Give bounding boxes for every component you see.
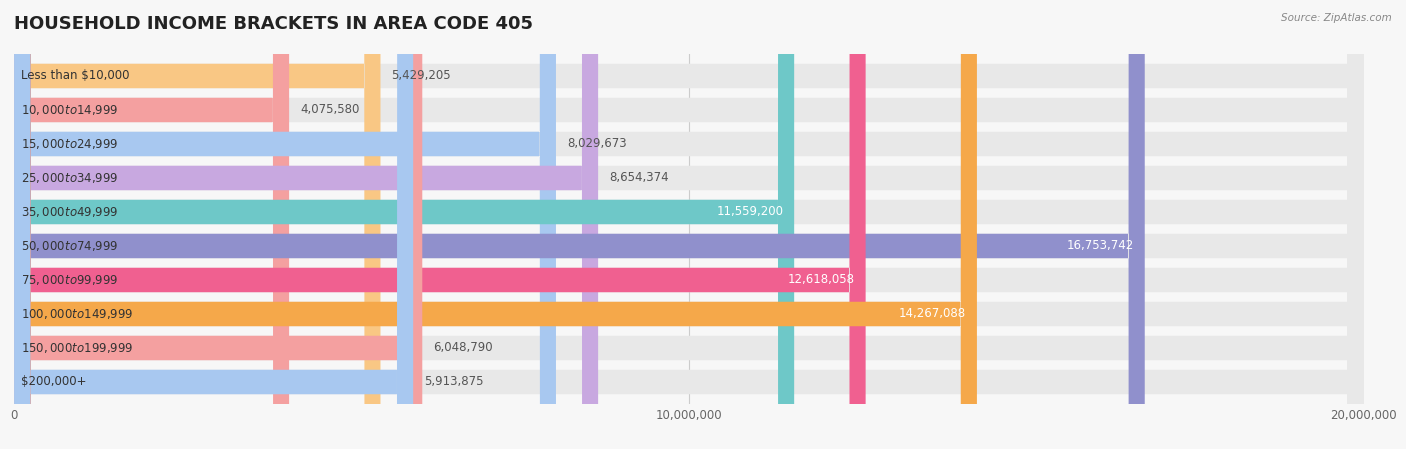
Text: 14,267,088: 14,267,088 [898,308,966,321]
FancyBboxPatch shape [14,0,1364,449]
FancyBboxPatch shape [14,0,1364,449]
FancyBboxPatch shape [14,0,1364,449]
FancyBboxPatch shape [14,0,1364,449]
Text: 8,029,673: 8,029,673 [567,137,627,150]
Text: $100,000 to $149,999: $100,000 to $149,999 [21,307,134,321]
FancyBboxPatch shape [14,0,1364,449]
FancyBboxPatch shape [14,0,1144,449]
Text: 4,075,580: 4,075,580 [299,103,360,116]
Text: 5,429,205: 5,429,205 [391,70,451,83]
Text: $25,000 to $34,999: $25,000 to $34,999 [21,171,118,185]
FancyBboxPatch shape [14,0,555,449]
Text: $75,000 to $99,999: $75,000 to $99,999 [21,273,118,287]
FancyBboxPatch shape [14,0,598,449]
Text: $200,000+: $200,000+ [21,375,86,388]
FancyBboxPatch shape [14,0,866,449]
Text: 6,048,790: 6,048,790 [433,342,492,355]
FancyBboxPatch shape [14,0,1364,449]
FancyBboxPatch shape [14,0,1364,449]
Text: 16,753,742: 16,753,742 [1067,239,1133,252]
FancyBboxPatch shape [14,0,977,449]
FancyBboxPatch shape [14,0,290,449]
Text: 12,618,058: 12,618,058 [787,273,855,286]
FancyBboxPatch shape [14,0,1364,449]
Text: $150,000 to $199,999: $150,000 to $199,999 [21,341,134,355]
Text: 11,559,200: 11,559,200 [717,206,783,219]
FancyBboxPatch shape [14,0,422,449]
Text: $10,000 to $14,999: $10,000 to $14,999 [21,103,118,117]
Text: 5,913,875: 5,913,875 [425,375,484,388]
Text: $15,000 to $24,999: $15,000 to $24,999 [21,137,118,151]
FancyBboxPatch shape [14,0,1364,449]
FancyBboxPatch shape [14,0,413,449]
Text: $50,000 to $74,999: $50,000 to $74,999 [21,239,118,253]
Text: 8,654,374: 8,654,374 [609,172,668,185]
Text: $35,000 to $49,999: $35,000 to $49,999 [21,205,118,219]
Text: Less than $10,000: Less than $10,000 [21,70,129,83]
Text: HOUSEHOLD INCOME BRACKETS IN AREA CODE 405: HOUSEHOLD INCOME BRACKETS IN AREA CODE 4… [14,15,533,33]
Text: Source: ZipAtlas.com: Source: ZipAtlas.com [1281,13,1392,23]
FancyBboxPatch shape [14,0,1364,449]
FancyBboxPatch shape [14,0,794,449]
FancyBboxPatch shape [14,0,381,449]
